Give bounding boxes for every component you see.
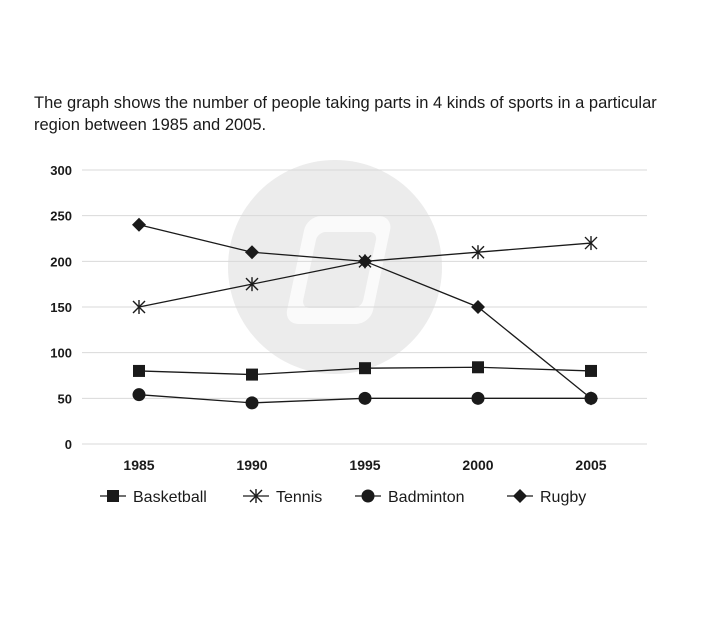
x-tick-label: 1990 bbox=[236, 457, 267, 473]
x-tick-label: 1985 bbox=[123, 457, 154, 473]
y-tick-label: 200 bbox=[50, 254, 72, 269]
data-point-badminton bbox=[358, 391, 372, 405]
y-tick-label: 0 bbox=[65, 437, 72, 452]
series-rugby bbox=[132, 217, 598, 406]
legend-marker-basketball bbox=[107, 490, 119, 502]
y-tick-label: 250 bbox=[50, 209, 72, 224]
data-point-rugby bbox=[245, 245, 259, 260]
legend-item-tennis: Tennis bbox=[243, 489, 322, 506]
x-tick-label: 1995 bbox=[349, 457, 380, 473]
data-point-basketball bbox=[472, 361, 484, 374]
chart-caption: The graph shows the number of people tak… bbox=[34, 94, 657, 134]
legend-item-basketball: Basketball bbox=[100, 489, 207, 506]
legend-label: Tennis bbox=[276, 489, 322, 506]
data-point-basketball bbox=[246, 368, 258, 381]
watermark-mark-inner bbox=[303, 232, 377, 308]
legend-marker-tennis bbox=[249, 489, 263, 503]
legend-label: Badminton bbox=[388, 489, 465, 506]
data-point-tennis bbox=[132, 300, 146, 314]
data-point-basketball bbox=[359, 362, 371, 375]
data-point-tennis bbox=[584, 236, 598, 251]
y-tick-label: 50 bbox=[58, 391, 72, 406]
legend-marker-badminton bbox=[361, 489, 375, 503]
data-point-basketball bbox=[585, 364, 597, 377]
series-badminton bbox=[132, 388, 598, 410]
x-tick-label: 2005 bbox=[575, 457, 606, 473]
data-point-badminton bbox=[245, 396, 259, 410]
y-tick-label: 150 bbox=[50, 300, 72, 315]
legend-marker-rugby bbox=[513, 489, 527, 503]
data-point-rugby bbox=[584, 391, 598, 406]
data-point-basketball bbox=[133, 364, 145, 377]
data-point-tennis bbox=[245, 277, 259, 292]
series-basketball bbox=[133, 361, 597, 381]
data-point-rugby bbox=[358, 254, 372, 269]
y-tick-label: 300 bbox=[50, 163, 72, 178]
data-point-rugby bbox=[471, 300, 485, 314]
x-tick-label: 2000 bbox=[462, 457, 493, 473]
legend-item-rugby: Rugby bbox=[507, 489, 586, 506]
data-point-tennis bbox=[471, 245, 485, 260]
legend-item-badminton: Badminton bbox=[355, 489, 465, 506]
legend-label: Rugby bbox=[540, 489, 586, 506]
y-tick-label: 100 bbox=[50, 346, 72, 361]
legend-label: Basketball bbox=[133, 489, 207, 506]
data-point-rugby bbox=[132, 217, 146, 232]
data-point-badminton bbox=[471, 391, 485, 405]
data-point-badminton bbox=[132, 388, 146, 402]
